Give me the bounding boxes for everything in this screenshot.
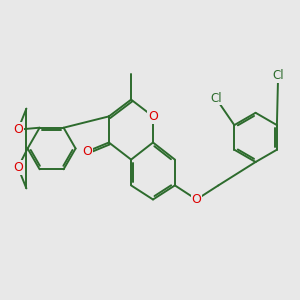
Text: O: O (13, 161, 23, 174)
Text: Cl: Cl (210, 92, 222, 105)
Text: O: O (192, 193, 201, 206)
Text: O: O (82, 145, 92, 158)
Text: Cl: Cl (272, 69, 284, 82)
Text: O: O (13, 123, 23, 136)
Text: O: O (148, 110, 158, 123)
